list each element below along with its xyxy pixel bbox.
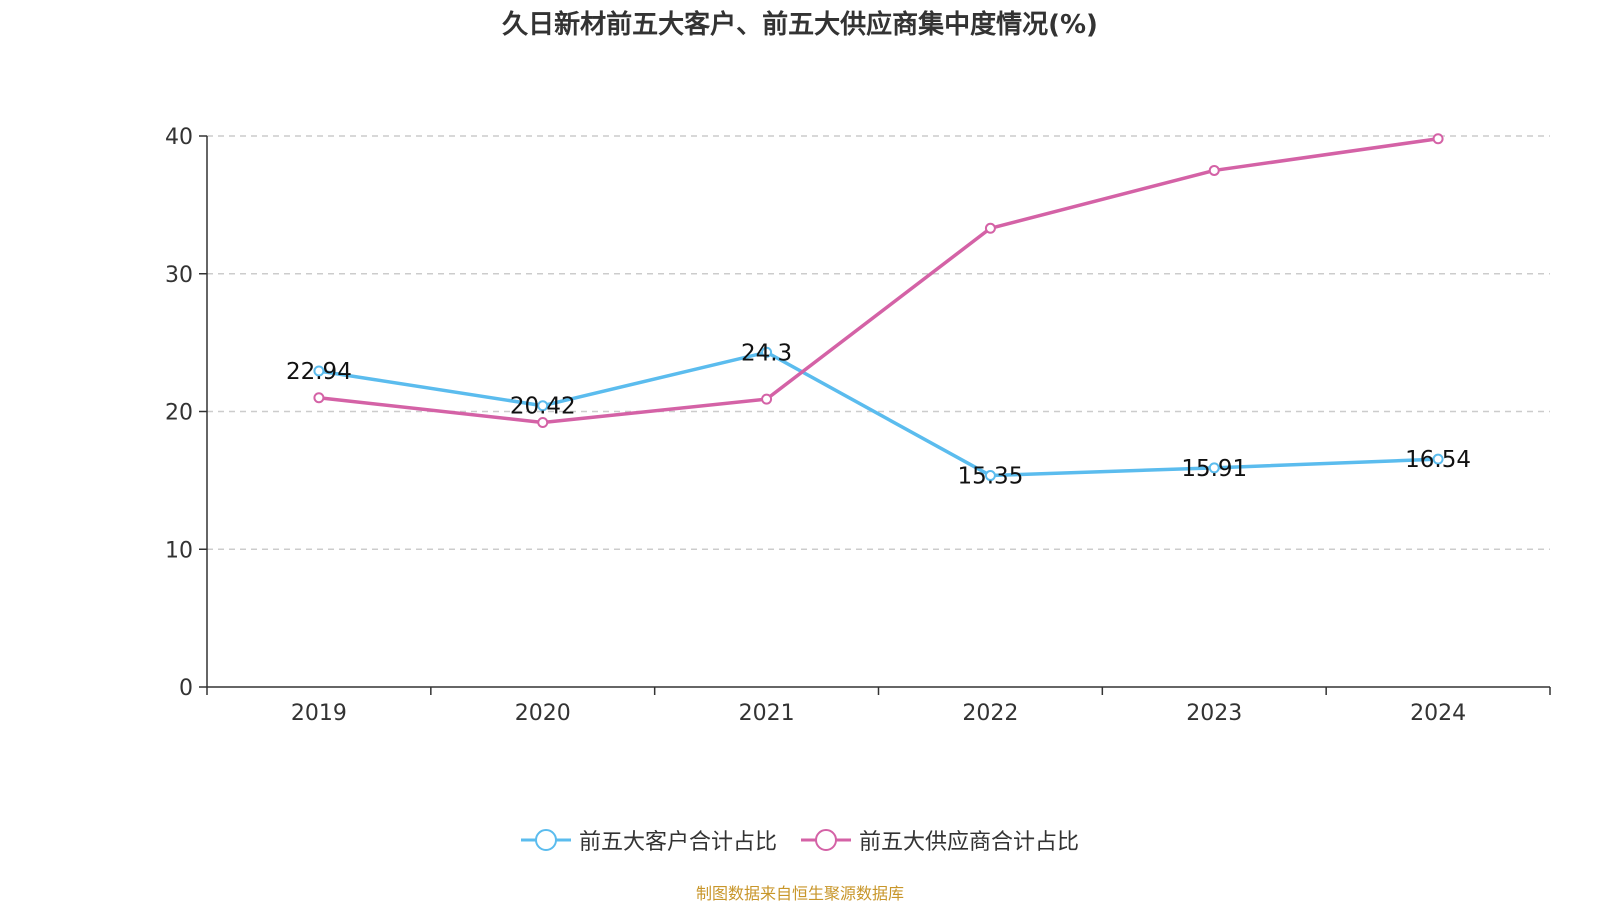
x-tick-label: 2022 bbox=[962, 701, 1018, 726]
data-point bbox=[1432, 133, 1444, 145]
y-tick-label: 20 bbox=[165, 401, 193, 426]
y-tick-label: 30 bbox=[165, 263, 193, 288]
data-label: 20.42 bbox=[510, 394, 576, 420]
x-tick-label: 2023 bbox=[1186, 701, 1242, 726]
y-tick-label: 10 bbox=[165, 538, 193, 563]
series-lines bbox=[313, 133, 1444, 482]
series-line-0 bbox=[318, 350, 1439, 478]
data-label: 16.54 bbox=[1405, 447, 1471, 473]
data-point bbox=[1432, 453, 1444, 465]
x-tick-label: 2019 bbox=[291, 701, 347, 726]
data-point bbox=[313, 365, 325, 377]
x-tick-label: 2021 bbox=[739, 701, 795, 726]
data-label: 24.3 bbox=[741, 340, 792, 366]
axes: 0 10 20 30 40 2019 2020 2021 2022 2023 2024 bbox=[165, 125, 1551, 726]
legend-label-suppliers: 前五大供应商合计占比 bbox=[859, 830, 1080, 855]
legend-circle-customers bbox=[534, 829, 557, 851]
data-point bbox=[1208, 462, 1220, 474]
legend-marker-suppliers bbox=[801, 829, 851, 851]
legend: 前五大客户合计占比 前五大供应商合计占比 bbox=[0, 824, 1600, 856]
legend-item-customers[interactable]: 前五大客户合计占比 bbox=[520, 824, 777, 856]
data-point bbox=[761, 346, 773, 358]
data-label: 22.94 bbox=[286, 359, 352, 385]
y-tick-label: 0 bbox=[179, 676, 193, 701]
data-labels: 22.94 20.42 24.3 15.35 15.91 16.54 bbox=[286, 340, 1471, 489]
legend-label-customers: 前五大客户合计占比 bbox=[578, 830, 777, 855]
data-point bbox=[1208, 164, 1220, 176]
data-point bbox=[984, 470, 996, 482]
data-point bbox=[761, 393, 773, 405]
data-point bbox=[984, 222, 996, 234]
legend-circle-suppliers bbox=[815, 829, 837, 851]
legend-item-suppliers[interactable]: 前五大供应商合计占比 bbox=[801, 824, 1079, 856]
x-tick-label: 2020 bbox=[515, 701, 571, 726]
data-label: 15.35 bbox=[957, 464, 1023, 490]
data-label: 15.91 bbox=[1181, 456, 1247, 482]
chart-title: 久日新材前五大客户、前五大供应商集中度情况(%) bbox=[502, 10, 1098, 40]
grid-lines bbox=[207, 135, 1550, 550]
data-point bbox=[313, 392, 325, 404]
series-line-1 bbox=[318, 137, 1439, 425]
data-point bbox=[537, 400, 549, 412]
legend-marker-customers bbox=[520, 829, 571, 851]
data-point bbox=[537, 417, 549, 429]
y-tick-label: 40 bbox=[165, 125, 193, 150]
x-tick-label: 2024 bbox=[1410, 701, 1466, 726]
source-note: 制图数据来自恒生聚源数据库 bbox=[695, 884, 904, 903]
